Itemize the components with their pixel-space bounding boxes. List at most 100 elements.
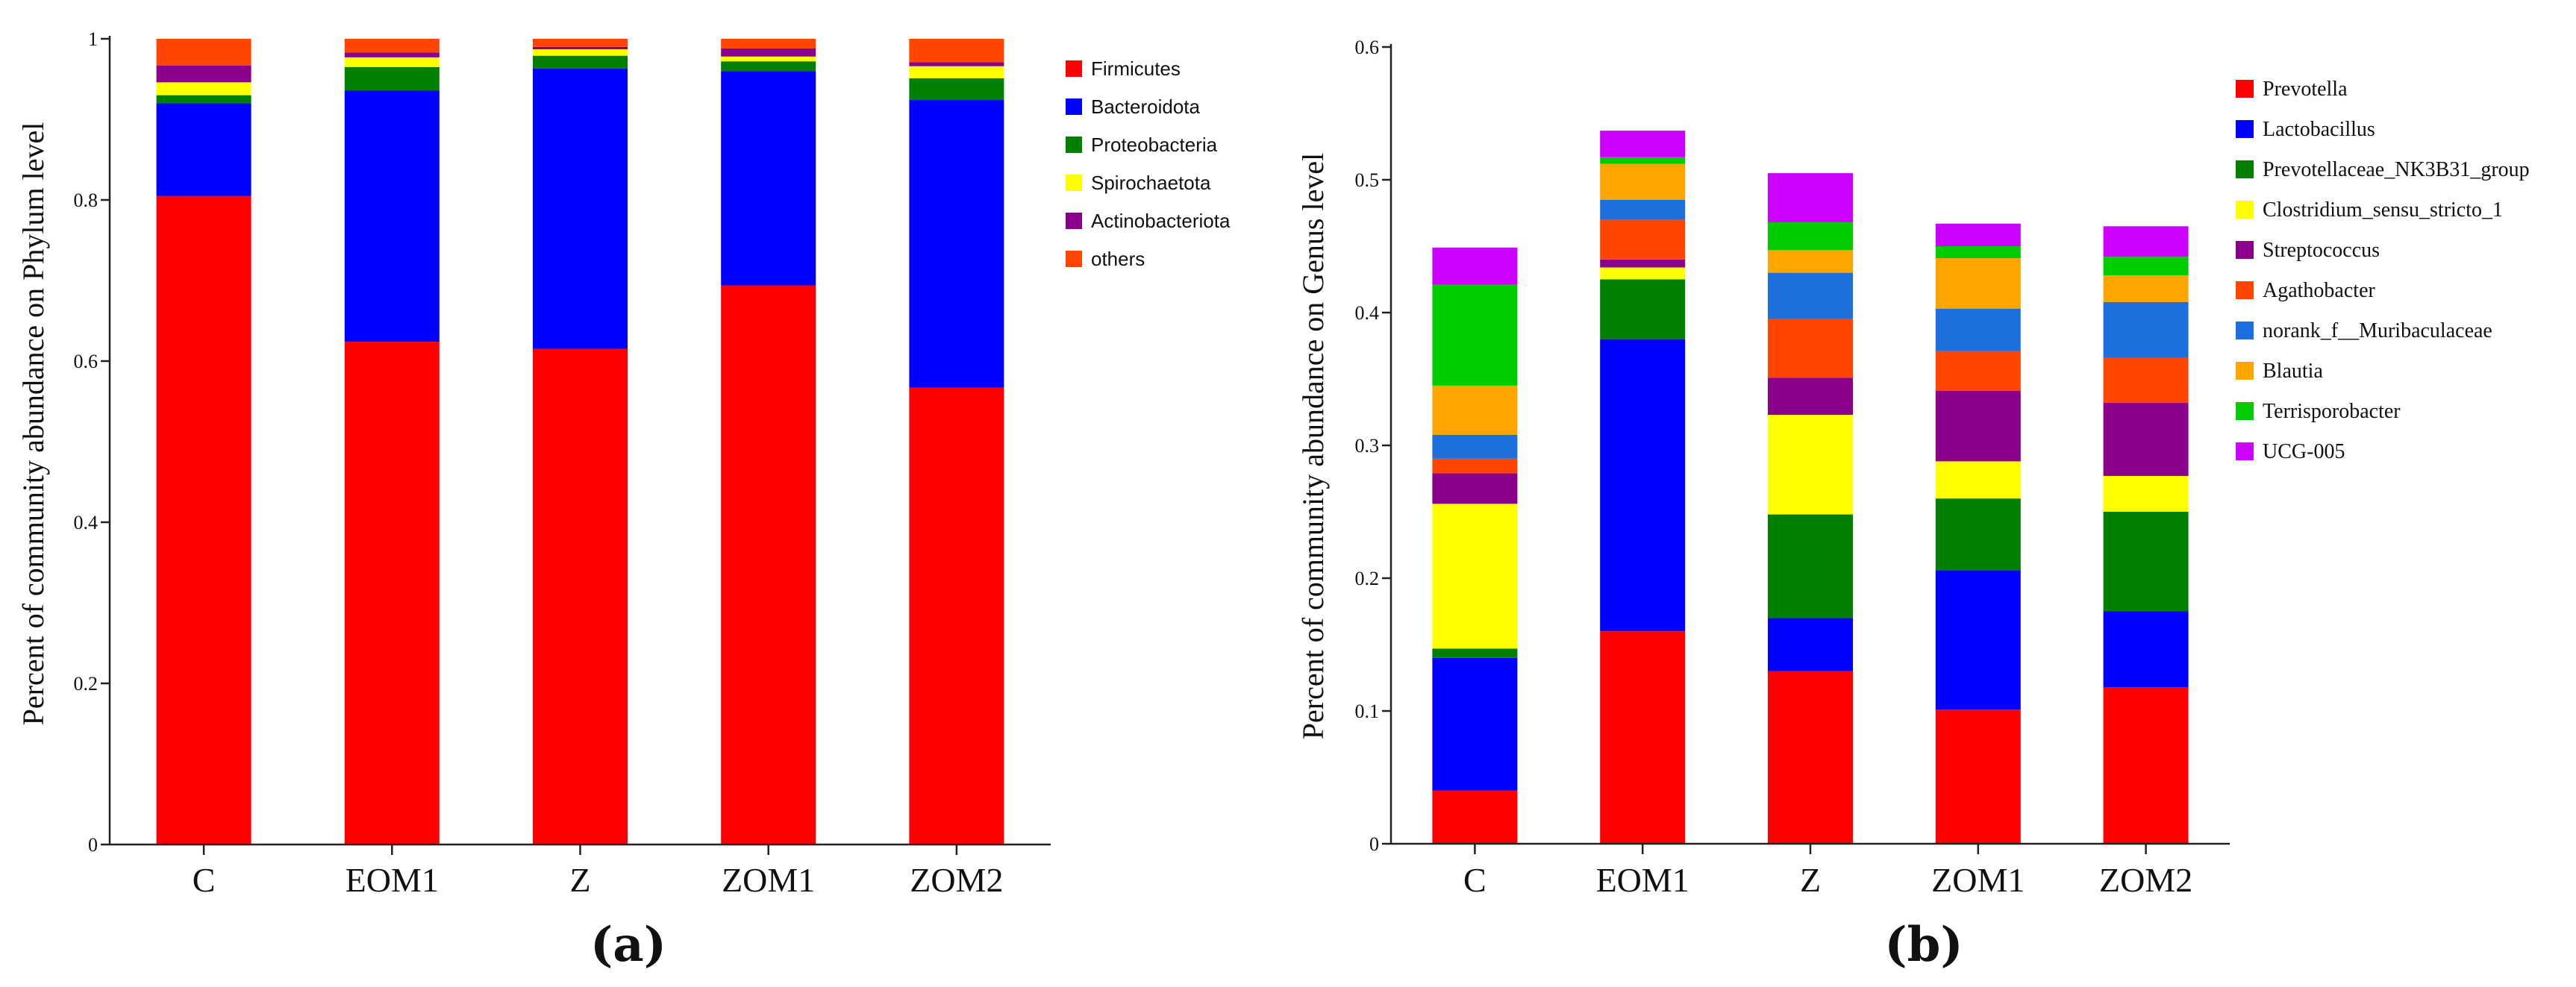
y-tick-label: 0.5	[1355, 169, 1380, 191]
genus-y-axis-title: Percent of community abundance on Genus …	[1296, 153, 1330, 739]
bar-segment-terrisporobacter-c	[1432, 284, 1518, 386]
bar-segment-bacteroidota-c	[156, 103, 251, 196]
y-tick-label: 0	[88, 834, 98, 856]
legend-swatch	[2236, 160, 2254, 178]
legend-label: Prevotellaceae_NK3B31_group	[2263, 158, 2530, 181]
genus-bars	[1432, 131, 2189, 844]
legend-swatch	[1066, 137, 1082, 153]
legend-label: Lactobacillus	[2263, 118, 2375, 141]
legend-swatch	[2236, 120, 2254, 138]
bar-segment-ucg-005-c	[1432, 247, 1518, 285]
x-tick-label: EOM1	[1596, 861, 1689, 899]
legend-label: Streptococcus	[2263, 239, 2380, 262]
x-tick-label: EOM1	[346, 861, 439, 899]
phylum-axes: C EOM1 Z ZOM1 ZOM2 0 0.2 0.4 0.6 0.8 1	[74, 28, 1051, 899]
legend-swatch	[1066, 175, 1082, 191]
x-tick-label: Z	[569, 861, 590, 899]
bar-segment-bacteroidota-zom1	[721, 71, 816, 286]
bar-segment-norank-f-muribaculaceae-c	[1432, 434, 1518, 459]
bar-segment-proteobacteria-zom2	[909, 78, 1004, 101]
legend-swatch	[2236, 241, 2254, 259]
legend-label: Agathobacter	[2263, 279, 2375, 302]
bar-segment-streptococcus-c	[1432, 473, 1518, 504]
legend-swatch	[2236, 322, 2254, 339]
bar-segment-firmicutes-eom1	[344, 342, 440, 845]
bar-segment-blautia-zom2	[2103, 275, 2189, 302]
bar-segment-streptococcus-z	[1768, 377, 1853, 416]
bar-segment-clostridium-sensu-stricto-1-zom1	[1935, 461, 2021, 499]
legend-swatch	[1066, 60, 1082, 77]
x-tick-label: ZOM2	[910, 861, 1003, 899]
bar-segment-proteobacteria-zom1	[721, 61, 816, 72]
legend-label: Bacteroidota	[1091, 95, 1201, 118]
bar-segment-prevotella-c	[1432, 790, 1518, 844]
bar-segment-clostridium-sensu-stricto-1-zom2	[2103, 475, 2189, 512]
bar-segment-firmicutes-c	[156, 195, 251, 845]
bar-segment-prevotella-eom1	[1600, 631, 1686, 844]
bar-segment-norank-f-muribaculaceae-zom1	[1935, 308, 2021, 351]
bar-segment-streptococcus-eom1	[1600, 259, 1686, 268]
bar-segment-lactobacillus-c	[1432, 657, 1518, 791]
legend-label: Actinobacteriota	[1091, 210, 1231, 232]
bar-segment-norank-f-muribaculaceae-eom1	[1600, 199, 1686, 220]
panel-label-a: (a)	[590, 917, 666, 973]
bar-segment-bacteroidota-eom1	[344, 90, 440, 342]
bar-segment-prevotellaceae-nk3b31-group-zom1	[1935, 498, 2021, 571]
bar-segment-terrisporobacter-eom1	[1600, 157, 1686, 164]
y-tick-label: 0.2	[74, 673, 99, 695]
bar-segment-clostridium-sensu-stricto-1-z	[1768, 415, 1853, 515]
y-tick-label: 0.6	[74, 351, 99, 372]
genus-legend: Prevotella Lactobacillus Prevotellaceae_NK…	[2236, 78, 2530, 463]
bar-segment-prevotellaceae-nk3b31-group-c	[1432, 648, 1518, 658]
y-tick-label: 0	[1369, 833, 1379, 855]
genus-axes: C EOM1 Z ZOM1 ZOM2 0 0.1 0.2 0.3 0.4 0.5 0.6	[1355, 37, 2230, 899]
x-tick-label: ZOM2	[2099, 861, 2192, 899]
panel-label-b: (b)	[1884, 917, 1963, 973]
legend-swatch	[2236, 201, 2254, 219]
y-tick-label: 1	[88, 28, 98, 50]
y-tick-label: 0.6	[1355, 37, 1380, 58]
bar-segment-blautia-z	[1768, 250, 1853, 273]
bar-segment-clostridium-sensu-stricto-1-c	[1432, 504, 1518, 649]
bar-segment-agathobacter-eom1	[1600, 219, 1686, 260]
bar-segment-terrisporobacter-z	[1768, 222, 1853, 251]
bar-segment-firmicutes-z	[533, 348, 628, 845]
bar-segment-actinobacteriota-eom1	[344, 52, 440, 57]
bar-segment-proteobacteria-c	[156, 95, 251, 104]
legend-swatch	[1066, 98, 1082, 115]
genus-chart: Percent of community abundance on Genus …	[1296, 37, 2530, 973]
legend-swatch	[1066, 251, 1082, 267]
bar-segment-prevotellaceae-nk3b31-group-eom1	[1600, 279, 1686, 339]
phylum-y-axis-title: Percent of community abundance on Phylum…	[16, 122, 50, 726]
phylum-y-axis-label: Percent of community abundance on Phylum…	[16, 122, 50, 726]
bar-segment-proteobacteria-z	[533, 55, 628, 69]
bar-segment-spirochaetota-z	[533, 49, 628, 56]
bar-segment-prevotellaceae-nk3b31-group-zom2	[2103, 512, 2189, 612]
bar-segment-prevotella-zom1	[1935, 709, 2021, 844]
y-tick-label: 0.1	[1355, 701, 1380, 722]
y-tick-label: 0.4	[1355, 302, 1380, 324]
legend-label: Proteobacteria	[1091, 134, 1218, 156]
bar-segment-others-zom2	[909, 39, 1004, 63]
legend-swatch	[2236, 362, 2254, 380]
bar-segment-others-z	[533, 39, 628, 47]
bar-segment-bacteroidota-z	[533, 68, 628, 349]
legend-label: Prevotella	[2263, 78, 2348, 101]
bar-segment-agathobacter-c	[1432, 458, 1518, 474]
bar-segment-actinobacteriota-zom2	[909, 62, 1004, 66]
bar-segment-terrisporobacter-zom1	[1935, 246, 2021, 259]
bar-segment-actinobacteriota-zom1	[721, 48, 816, 57]
phylum-legend: Firmicutes Bacteroidota Proteobacteria Spir…	[1066, 57, 1231, 270]
bar-segment-agathobacter-zom1	[1935, 351, 2021, 392]
phylum-chart: Percent of community abundance on Phylum…	[16, 28, 1231, 973]
bar-segment-agathobacter-z	[1768, 319, 1853, 378]
bar-segment-spirochaetota-zom1	[721, 56, 816, 62]
bar-segment-streptococcus-zom2	[2103, 403, 2189, 476]
legend-swatch	[2236, 442, 2254, 460]
bar-segment-norank-f-muribaculaceae-z	[1768, 272, 1853, 319]
y-tick-label: 0.4	[74, 512, 99, 533]
bar-segment-lactobacillus-zom2	[2103, 611, 2189, 687]
bar-segment-bacteroidota-zom2	[909, 100, 1004, 388]
bar-segment-ucg-005-z	[1768, 173, 1853, 222]
